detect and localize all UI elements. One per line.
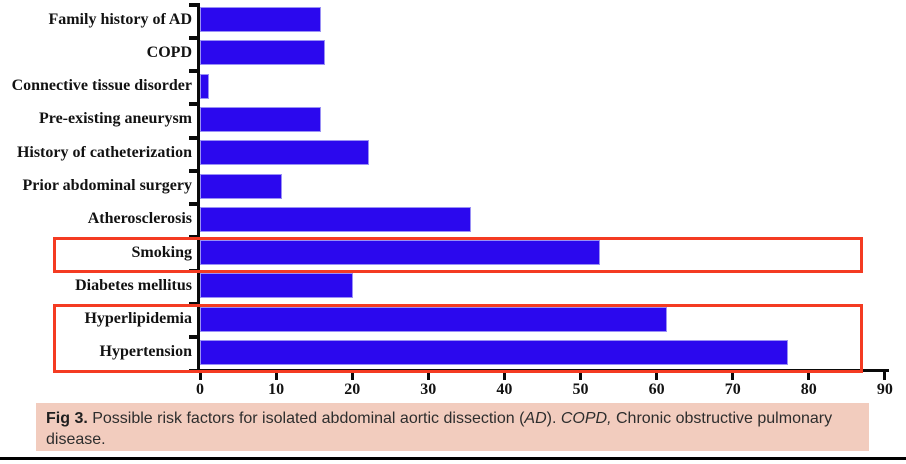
figure-caption-text-3: Chronic obstructive pulmonary disease. (46, 410, 833, 448)
y-tick (189, 135, 198, 140)
bar (201, 340, 787, 364)
y-tick (189, 2, 198, 7)
x-tick (274, 372, 278, 380)
y-tick (189, 102, 198, 107)
x-tick-label: 90 (876, 381, 893, 398)
category-label: History of catheterization (16, 143, 192, 161)
category-label: Pre-existing aneurysm (38, 110, 192, 128)
bar (201, 174, 281, 198)
bar (201, 107, 321, 131)
bar (201, 41, 324, 65)
y-tick (189, 335, 198, 340)
x-tick (807, 372, 811, 380)
category-label: Diabetes mellitus (75, 276, 192, 294)
figure-caption-label: Fig 3. (46, 410, 88, 427)
y-tick (189, 35, 198, 40)
y-tick (189, 69, 198, 74)
bar (201, 141, 368, 165)
x-tick-label: 20 (344, 381, 361, 398)
figure-caption-text-2: ). (546, 410, 561, 427)
y-tick (189, 202, 198, 207)
x-tick-label: 50 (572, 381, 589, 398)
x-tick-label: 70 (724, 381, 741, 398)
y-axis-line (197, 3, 200, 372)
x-tick-label: 80 (800, 381, 817, 398)
x-tick (502, 372, 506, 380)
bar (201, 241, 599, 265)
category-label: Connective tissue disorder (11, 77, 192, 95)
category-label: Hyperlipidemia (84, 310, 192, 328)
bar (201, 307, 666, 331)
category-label: Atherosclerosis (87, 210, 192, 228)
highlight-box-hyperlipidemia-hypertension (53, 303, 863, 373)
bar (201, 74, 208, 98)
figure-caption-ad-abbrev: AD (524, 410, 547, 427)
category-label: Prior abdominal surgery (22, 176, 192, 194)
x-tick-label: 10 (268, 381, 285, 398)
bar (201, 274, 352, 298)
x-tick-label: 60 (648, 381, 665, 398)
highlight-box-smoking (53, 237, 863, 274)
category-label: COPD (146, 43, 192, 61)
y-tick (189, 168, 198, 173)
figure-caption-copd-abbrev: COPD, (560, 410, 612, 427)
x-tick-label: 30 (420, 381, 437, 398)
x-tick (350, 372, 354, 380)
x-tick (198, 372, 202, 380)
x-tick (426, 372, 430, 380)
x-tick (655, 372, 659, 380)
bottom-divider-rule (0, 457, 906, 460)
x-tick (579, 372, 582, 380)
figure-caption: Fig 3. Possible risk factors for isolate… (36, 403, 869, 451)
category-label: Smoking (131, 243, 192, 261)
x-tick-label: 0 (196, 381, 204, 398)
x-tick (883, 372, 887, 380)
x-tick (731, 372, 735, 380)
bar (201, 207, 470, 231)
figure-caption-text-1: Possible risk factors for isolated abdom… (87, 410, 525, 427)
x-tick-label: 40 (496, 381, 513, 398)
category-label: Hypertension (99, 343, 192, 361)
bar (201, 8, 321, 32)
category-label: Family history of AD (48, 10, 192, 28)
